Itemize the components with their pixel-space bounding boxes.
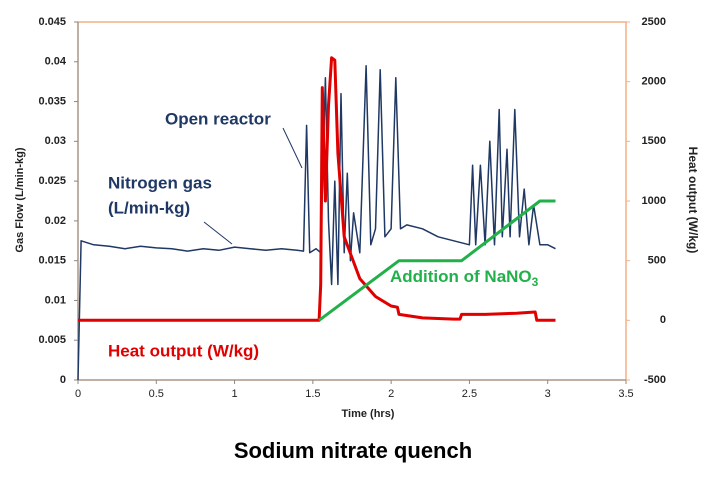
y-tick-label: 0.005	[38, 334, 66, 346]
y-tick-label: 0	[60, 374, 66, 386]
y2-tick-label: 0	[660, 314, 666, 326]
y2-tick-label: 2500	[642, 16, 666, 28]
annotation: (L/min-kg)	[108, 198, 190, 217]
annotation: Addition of NaNO3	[390, 267, 539, 289]
y-tick-label: 0.03	[45, 135, 66, 147]
y-tick-label: 0.02	[45, 215, 66, 227]
annotation-arrow	[203, 221, 233, 245]
chart-title: Sodium nitrate quench	[234, 438, 472, 463]
series-line	[78, 56, 556, 322]
series-line	[318, 199, 556, 322]
y2-tick-label: -500	[644, 374, 666, 386]
x-tick-label: 2	[388, 388, 394, 400]
x-axis-label: Time (hrs)	[342, 408, 395, 420]
y2-tick-label: 1000	[642, 195, 666, 207]
x-tick-label: 2.5	[462, 388, 477, 400]
x-tick-label: 3.5	[618, 388, 633, 400]
x-tick-label: 1	[232, 388, 238, 400]
annotation-text: Addition of NaNO	[390, 267, 532, 286]
y2-tick-label: 1500	[642, 135, 666, 147]
annotation-arrow	[282, 127, 303, 169]
y-tick-label: 0.04	[45, 56, 67, 68]
y-axis-label: Gas Flow (L/min-kg)	[14, 147, 26, 252]
x-tick-label: 3	[545, 388, 551, 400]
y2-tick-label: 2000	[642, 76, 666, 88]
annotation: Nitrogen gas	[108, 173, 212, 192]
annotation: Open reactor	[165, 109, 271, 128]
x-tick-label: 1.5	[305, 388, 320, 400]
x-tick-label: 0.5	[149, 388, 164, 400]
y-tick-label: 0.045	[38, 16, 66, 28]
y-tick-label: 0.025	[38, 175, 66, 187]
annotation-subscript: 3	[532, 275, 539, 289]
y2-axis-label: Heat output (W/kg)	[686, 147, 700, 254]
y-tick-label: 0.035	[38, 95, 66, 107]
x-tick-label: 0	[75, 388, 81, 400]
y-tick-label: 0.01	[45, 294, 66, 306]
annotation: Heat output (W/kg)	[108, 341, 259, 360]
y-tick-label: 0.015	[38, 255, 66, 267]
series-line	[77, 65, 556, 381]
y2-tick-label: 500	[648, 255, 666, 267]
